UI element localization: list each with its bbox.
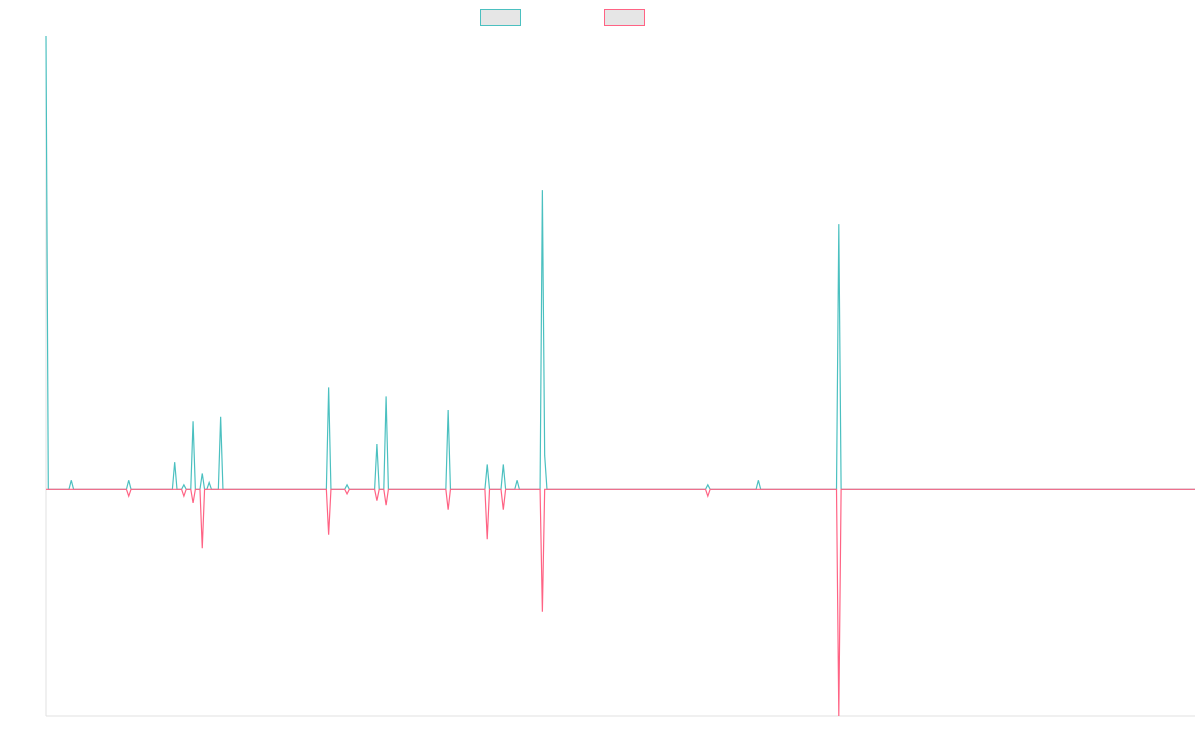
legend-swatch-series-1[interactable] bbox=[480, 9, 521, 26]
chart-axes bbox=[45, 36, 1195, 717]
series-line-2 bbox=[46, 488, 1195, 717]
series-line-1 bbox=[45, 35, 1195, 490]
chart-plot-area bbox=[45, 35, 1195, 717]
chart-legend[interactable] bbox=[480, 9, 645, 26]
legend-swatch-series-2[interactable] bbox=[604, 9, 645, 26]
